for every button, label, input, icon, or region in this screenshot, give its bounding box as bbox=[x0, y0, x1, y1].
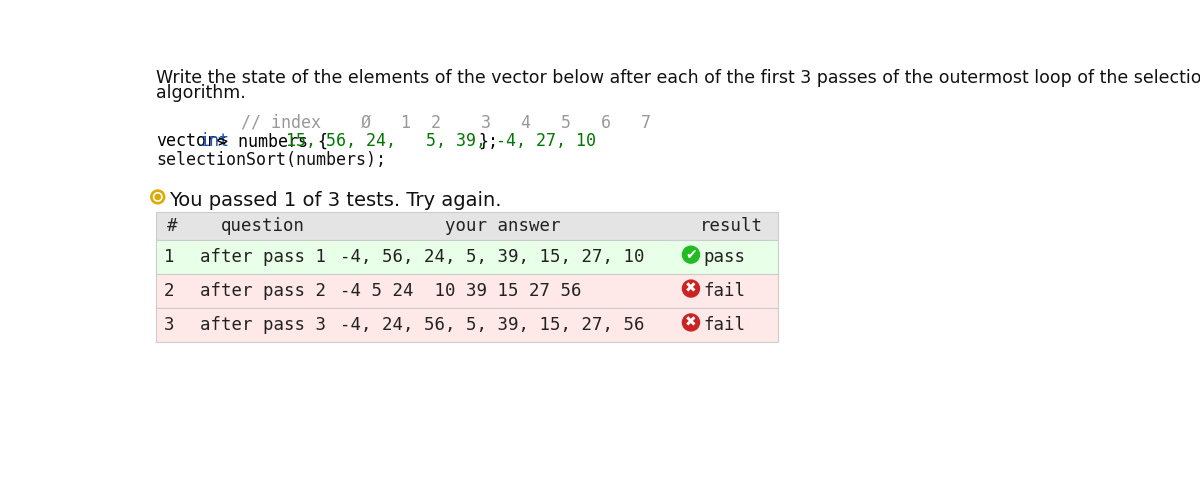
Text: fail: fail bbox=[703, 281, 745, 300]
Text: ✖: ✖ bbox=[685, 315, 697, 330]
Text: selectionSort(numbers);: selectionSort(numbers); bbox=[156, 151, 386, 169]
Text: -4, 56, 24, 5, 39, 15, 27, 10: -4, 56, 24, 5, 39, 15, 27, 10 bbox=[340, 248, 644, 266]
Text: ✖: ✖ bbox=[685, 281, 697, 295]
FancyBboxPatch shape bbox=[156, 308, 778, 342]
FancyBboxPatch shape bbox=[156, 212, 778, 240]
Circle shape bbox=[154, 192, 162, 201]
Text: int: int bbox=[199, 132, 229, 150]
Text: ✔: ✔ bbox=[685, 248, 697, 261]
FancyBboxPatch shape bbox=[156, 240, 778, 274]
Text: 3: 3 bbox=[164, 315, 174, 333]
Text: 1: 1 bbox=[164, 248, 174, 266]
FancyBboxPatch shape bbox=[156, 274, 778, 308]
Text: // index    Ø   1  2    3   4   5   6   7: // index Ø 1 2 3 4 5 6 7 bbox=[241, 114, 652, 132]
Text: after pass 2: after pass 2 bbox=[200, 281, 326, 300]
Text: fail: fail bbox=[703, 315, 745, 333]
Text: };: }; bbox=[479, 132, 499, 150]
Text: Write the state of the elements of the vector below after each of the first 3 pa: Write the state of the elements of the v… bbox=[156, 69, 1200, 87]
Text: #: # bbox=[167, 217, 176, 235]
Text: pass: pass bbox=[703, 248, 745, 266]
Text: -4 5 24  10 39 15 27 56: -4 5 24 10 39 15 27 56 bbox=[340, 281, 581, 300]
Text: -4, 24, 56, 5, 39, 15, 27, 56: -4, 24, 56, 5, 39, 15, 27, 56 bbox=[340, 315, 644, 333]
Text: algorithm.: algorithm. bbox=[156, 85, 246, 103]
Text: > numbers {: > numbers { bbox=[218, 132, 329, 150]
Text: after pass 3: after pass 3 bbox=[200, 315, 326, 333]
Circle shape bbox=[683, 280, 700, 297]
Text: 15, 56, 24,   5, 39, -4, 27, 10: 15, 56, 24, 5, 39, -4, 27, 10 bbox=[287, 132, 596, 150]
Text: vector<: vector< bbox=[156, 132, 226, 150]
Circle shape bbox=[155, 194, 161, 200]
Text: question: question bbox=[221, 217, 305, 235]
Circle shape bbox=[683, 246, 700, 263]
Circle shape bbox=[683, 314, 700, 331]
Text: You passed 1 of 3 tests. Try again.: You passed 1 of 3 tests. Try again. bbox=[169, 191, 502, 210]
Text: after pass 1: after pass 1 bbox=[200, 248, 326, 266]
Text: result: result bbox=[700, 217, 763, 235]
Circle shape bbox=[151, 190, 164, 204]
Text: your answer: your answer bbox=[445, 217, 560, 235]
Text: 2: 2 bbox=[164, 281, 174, 300]
